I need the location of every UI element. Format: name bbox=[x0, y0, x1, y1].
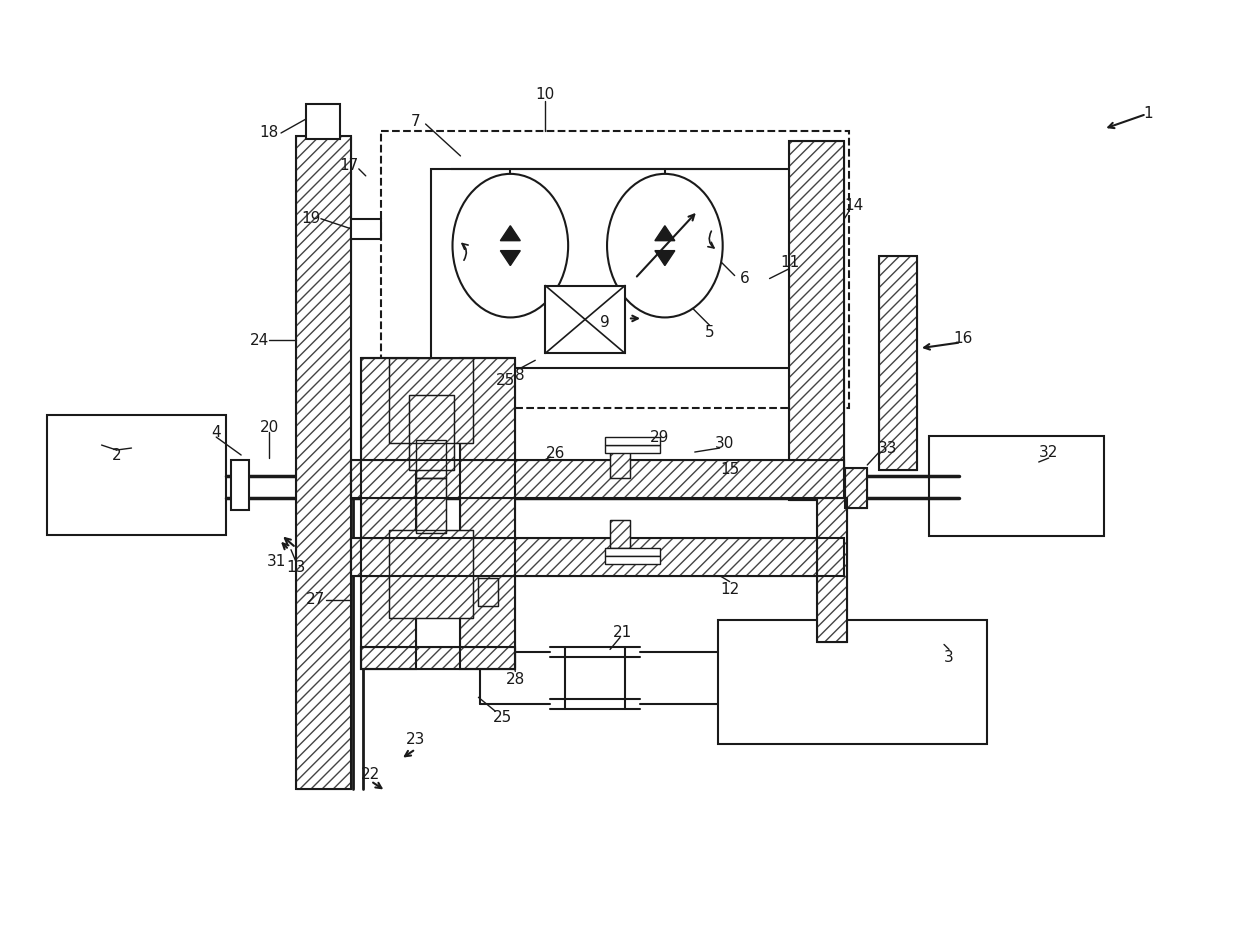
Bar bbox=[361, 648, 516, 670]
Bar bbox=[846, 468, 867, 508]
Text: 6: 6 bbox=[740, 271, 749, 286]
Bar bbox=[929, 436, 1104, 536]
Text: 16: 16 bbox=[954, 331, 972, 346]
Text: 25: 25 bbox=[496, 373, 515, 388]
Bar bbox=[231, 460, 249, 510]
Bar bbox=[388, 358, 474, 443]
Text: 21: 21 bbox=[614, 625, 632, 640]
Text: 27: 27 bbox=[306, 592, 326, 607]
Bar bbox=[790, 141, 844, 500]
Text: 15: 15 bbox=[720, 462, 739, 477]
Ellipse shape bbox=[608, 174, 723, 317]
Bar bbox=[460, 358, 516, 670]
Bar bbox=[381, 131, 849, 408]
Bar bbox=[47, 415, 226, 535]
Text: 3: 3 bbox=[944, 650, 954, 665]
Text: 22: 22 bbox=[361, 767, 381, 782]
Bar bbox=[817, 498, 847, 643]
Bar bbox=[361, 648, 516, 670]
Bar bbox=[415, 440, 445, 478]
Bar bbox=[817, 498, 847, 643]
Bar bbox=[388, 358, 474, 443]
Text: 2: 2 bbox=[112, 448, 122, 462]
Text: 28: 28 bbox=[506, 672, 525, 687]
Bar bbox=[409, 395, 454, 470]
Bar bbox=[361, 358, 415, 670]
Bar bbox=[605, 556, 660, 563]
Text: 11: 11 bbox=[780, 255, 799, 270]
Bar bbox=[879, 255, 918, 470]
Bar bbox=[409, 395, 454, 470]
Text: 1: 1 bbox=[1143, 105, 1153, 120]
Text: 20: 20 bbox=[259, 420, 279, 435]
Text: 12: 12 bbox=[720, 582, 739, 598]
Bar bbox=[610, 450, 630, 478]
Text: 33: 33 bbox=[878, 440, 897, 455]
Bar bbox=[388, 530, 474, 618]
Polygon shape bbox=[655, 251, 675, 265]
Bar bbox=[605, 548, 660, 556]
Bar bbox=[610, 520, 630, 548]
Text: 5: 5 bbox=[704, 325, 714, 339]
Text: 29: 29 bbox=[650, 429, 670, 445]
Text: 4: 4 bbox=[211, 425, 221, 439]
Bar bbox=[479, 577, 498, 606]
Bar bbox=[610, 520, 630, 548]
Bar bbox=[351, 537, 844, 575]
Bar bbox=[351, 537, 844, 575]
Bar bbox=[460, 358, 516, 667]
Polygon shape bbox=[501, 226, 521, 240]
Text: 25: 25 bbox=[492, 709, 512, 724]
Text: 31: 31 bbox=[267, 554, 285, 569]
Text: 14: 14 bbox=[844, 198, 864, 214]
Text: 32: 32 bbox=[1039, 445, 1059, 460]
Bar bbox=[306, 105, 340, 139]
Bar bbox=[605, 438, 660, 445]
Bar bbox=[546, 286, 625, 353]
Text: 24: 24 bbox=[249, 333, 269, 348]
Bar bbox=[351, 218, 381, 239]
Text: 23: 23 bbox=[405, 732, 425, 746]
Text: 10: 10 bbox=[536, 87, 554, 102]
Bar bbox=[296, 136, 351, 789]
Text: 17: 17 bbox=[340, 158, 358, 173]
Bar bbox=[879, 255, 918, 470]
Text: 26: 26 bbox=[546, 446, 565, 461]
Text: 9: 9 bbox=[600, 314, 610, 330]
Polygon shape bbox=[655, 226, 675, 240]
Bar bbox=[415, 478, 445, 533]
Bar bbox=[605, 445, 660, 453]
Bar bbox=[296, 136, 351, 789]
Text: 7: 7 bbox=[410, 114, 420, 129]
Ellipse shape bbox=[453, 174, 568, 317]
Text: 18: 18 bbox=[259, 126, 279, 141]
Bar bbox=[790, 141, 844, 500]
Text: 8: 8 bbox=[516, 368, 525, 383]
Bar bbox=[846, 468, 867, 508]
Bar bbox=[415, 478, 445, 533]
Text: 19: 19 bbox=[301, 211, 321, 227]
Bar bbox=[610, 450, 630, 478]
Text: 13: 13 bbox=[286, 561, 306, 575]
Bar bbox=[361, 358, 415, 667]
Bar bbox=[718, 620, 987, 744]
Bar bbox=[388, 530, 474, 618]
Bar bbox=[430, 169, 820, 368]
Bar bbox=[415, 440, 445, 478]
Bar bbox=[351, 460, 844, 498]
Text: 30: 30 bbox=[715, 436, 734, 450]
Bar bbox=[479, 577, 498, 606]
Polygon shape bbox=[501, 251, 521, 265]
Bar bbox=[351, 460, 844, 498]
